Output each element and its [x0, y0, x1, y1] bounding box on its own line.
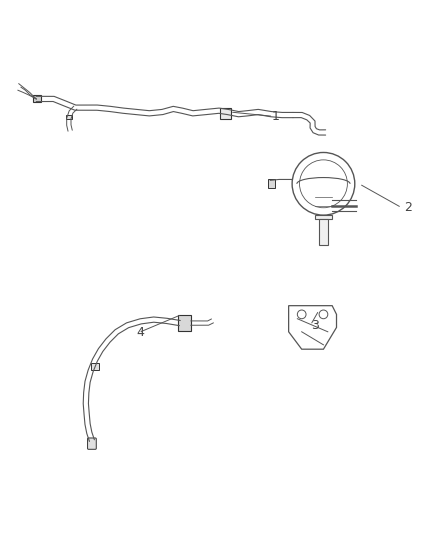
FancyBboxPatch shape: [220, 108, 231, 118]
FancyBboxPatch shape: [33, 95, 42, 102]
FancyBboxPatch shape: [315, 215, 332, 219]
FancyBboxPatch shape: [66, 115, 72, 119]
Text: 4: 4: [137, 326, 145, 339]
FancyBboxPatch shape: [319, 219, 328, 245]
Text: 3: 3: [311, 319, 319, 332]
FancyBboxPatch shape: [88, 438, 96, 449]
Text: 1: 1: [272, 110, 279, 123]
FancyBboxPatch shape: [91, 363, 99, 370]
FancyBboxPatch shape: [178, 315, 191, 331]
FancyBboxPatch shape: [268, 180, 275, 188]
Text: 2: 2: [404, 201, 412, 214]
